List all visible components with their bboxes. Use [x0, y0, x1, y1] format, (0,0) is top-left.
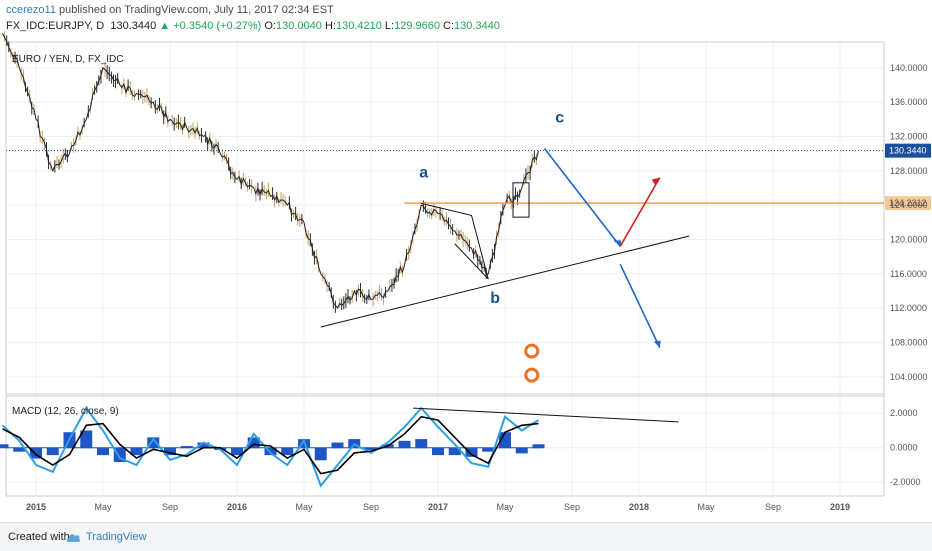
wave-label-a: a [419, 165, 428, 182]
macd-histogram-bar [197, 442, 210, 449]
macd-pane-frame [5, 395, 885, 497]
macd-axis-tick-label: 0.0000 [890, 443, 918, 453]
arrow-head-down-1 [613, 240, 622, 247]
time-axis-tick-label: May [496, 502, 514, 512]
consolidation-box [512, 182, 530, 218]
chart-title: EURO / YEN, D, FX_IDC [12, 54, 124, 65]
price-axis-tick-label: 128.0000 [890, 166, 928, 176]
event-marker-icon [524, 343, 540, 359]
macd-histogram-bar [281, 447, 294, 456]
signal-line [2, 415, 539, 475]
macd-histogram-bar [0, 444, 9, 449]
macd-histogram-bar [398, 440, 411, 449]
macd-histogram-bar [415, 439, 428, 449]
time-axis-tick-label: May [697, 502, 715, 512]
macd-histogram-bar [97, 447, 109, 456]
price-axis-tick-label: 140.0000 [890, 63, 928, 73]
projection-arrow-down-2 [619, 263, 661, 348]
author-link[interactable]: ccerezo11 [6, 4, 56, 16]
arrow-head-down-2 [653, 340, 661, 348]
projection-arrow-down-1 [543, 147, 621, 247]
wave-triangle [421, 202, 489, 280]
high-value: 130.4210 [335, 20, 382, 32]
symbol-label: FX_IDC:EURJPY, D [6, 20, 105, 32]
macd-histogram-bar [30, 447, 42, 459]
tradingview-brand[interactable]: TradingView [86, 531, 147, 543]
symbol-info: FX_IDC:EURJPY, D 130.3440 ▲ +0.3540 (+0.… [6, 20, 500, 32]
tradingview-cloud-icon[interactable] [66, 531, 82, 549]
projection-arrow-up [619, 177, 661, 247]
resistance-price-box [885, 196, 931, 211]
price-axis-tick-label: 136.0000 [890, 97, 928, 107]
macd-histogram-bar [314, 447, 327, 461]
open-label: O: [264, 20, 276, 32]
price-pane-frame [5, 41, 885, 395]
price-axis-tick-label: 116.0000 [890, 269, 927, 279]
macd-histogram-bar [532, 444, 545, 449]
price-change: ▲ +0.3540 (+0.27%) [159, 20, 262, 32]
arrow-head-up [651, 177, 660, 186]
price-axis-tick-label: 108.0000 [890, 337, 928, 347]
time-axis-tick-label: May [295, 502, 313, 512]
price-line [2, 33, 539, 310]
low-value: 129.9660 [394, 20, 440, 32]
time-axis-tick-label: 2015 [26, 502, 46, 512]
macd-title: MACD (12, 26, close, 9) [12, 406, 119, 417]
last-price: 130.3440 [110, 20, 157, 32]
macd-histogram-bar [13, 447, 26, 452]
macd-histogram-bar [465, 447, 478, 457]
macd-histogram-bar [515, 447, 528, 454]
macd-histogram-bar [482, 447, 495, 452]
macd-axis-tick-label: -2.0000 [890, 477, 921, 487]
macd-histogram-bar [331, 442, 344, 449]
publish-text: published on TradingView.com, July 11, 2… [55, 4, 334, 16]
footer-bar: Created with TradingView [0, 522, 932, 551]
created-with-text: Created with [8, 531, 70, 543]
time-axis-tick-label: Sep [765, 502, 781, 512]
macd-line [1, 406, 540, 488]
resistance-price-label: 124.2312 [889, 198, 927, 208]
publish-info: ccerezo11 published on TradingView.com, … [6, 4, 334, 16]
macd-divergence-line [413, 407, 679, 423]
macd-histogram-bar [130, 447, 143, 456]
time-axis-tick-label: May [94, 502, 112, 512]
low-label: L: [384, 20, 395, 32]
macd-histogram-bar [147, 437, 160, 449]
close-value: 130.3440 [454, 20, 500, 32]
macd-histogram-bar [164, 447, 176, 456]
wave-label-b: b [490, 290, 500, 307]
macd-histogram-bar [448, 447, 461, 456]
high-label: H: [324, 20, 336, 32]
time-axis-tick-label: Sep [363, 502, 379, 512]
macd-histogram-bar [432, 447, 444, 456]
price-axis-tick-label: 120.0000 [890, 234, 928, 244]
macd-histogram-bar [247, 437, 260, 449]
wave-label-c: c [555, 110, 564, 127]
macd-histogram-bar [365, 447, 377, 450]
macd-histogram-bar [180, 446, 193, 449]
price-axis-tick-label: 132.0000 [890, 131, 928, 141]
support-trendline [320, 235, 690, 328]
macd-axis-tick-label: 2.0000 [890, 408, 918, 418]
time-axis-tick-label: 2019 [830, 502, 850, 512]
time-axis-tick-label: 2017 [428, 502, 448, 512]
time-axis-tick-label: Sep [162, 502, 178, 512]
price-axis-tick-label: 112.0000 [890, 303, 927, 313]
macd-histogram-bar [298, 439, 310, 449]
time-axis-tick-label: Sep [564, 502, 580, 512]
time-axis-tick-label: 2018 [629, 502, 649, 512]
macd-histogram-bar [46, 447, 59, 456]
time-axis-tick-label: 2016 [227, 502, 247, 512]
price-axis-tick-label: 104.0000 [890, 372, 928, 382]
event-marker-icon [524, 367, 540, 383]
current-price-box [885, 143, 931, 158]
macd-histogram-bar [231, 447, 243, 456]
close-label: C: [443, 20, 455, 32]
macd-histogram-bar [80, 430, 93, 449]
current-price-label: 130.3440 [889, 146, 927, 156]
price-axis-tick-label: 124.0000 [890, 200, 928, 210]
price-chart[interactable]: 2015 May Sep 2016 May Sep 2017 May Sep 2018 May Sep… [0, 0, 932, 522]
open-value: 130.0040 [276, 20, 322, 32]
